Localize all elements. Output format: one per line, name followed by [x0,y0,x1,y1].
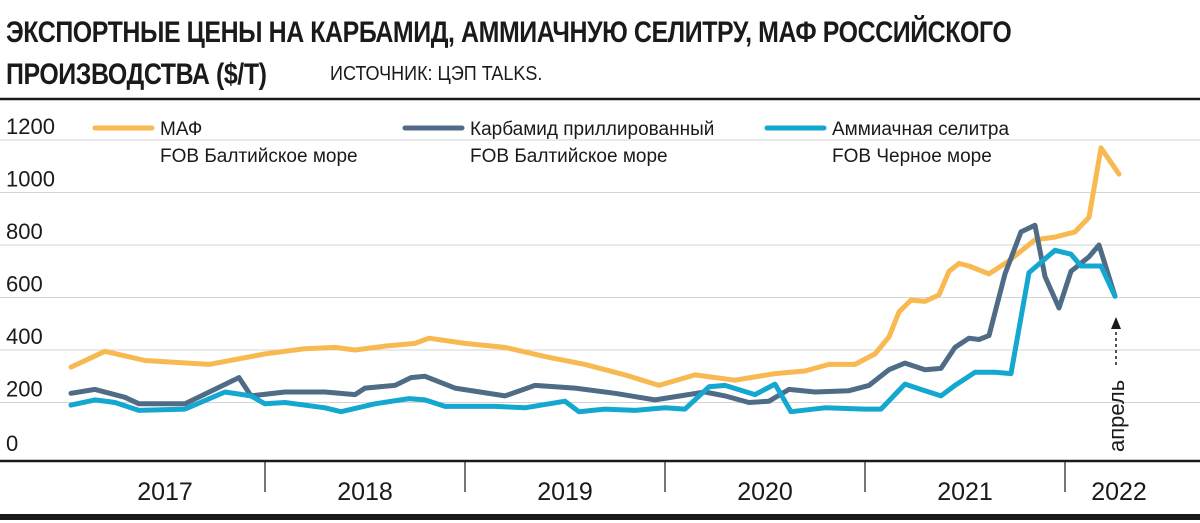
series-line-1 [68,222,1118,407]
y-tick-label: 200 [6,377,43,402]
series-lines [68,145,1122,415]
chart-source: ИСТОЧНИК: ЦЭП TALKS. [330,63,543,85]
legend-sublabel-0: FOB Балтийское море [160,146,358,167]
x-tick-label-2022: 2022 [1091,478,1147,506]
y-tick-label: 0 [6,431,18,456]
x-tick-label-2020: 2020 [737,478,793,506]
y-tick-label: 1200 [6,114,55,139]
legend-label-0: МАФ [160,119,202,140]
annotation-label: апрель [1104,380,1129,452]
x-tick-label-2017: 2017 [137,478,193,506]
chart-title-line2: ПРОИЗВОДСТВА ($/Т) [6,58,267,91]
y-tick-label: 1000 [6,167,55,192]
y-tick-labels: 1200 1000 800 600 400 200 0 [6,114,55,456]
legend-sublabel-1: FOB Балтийское море [470,146,668,167]
series-line-2 [68,247,1118,415]
x-tick-label-2018: 2018 [337,478,393,506]
legend-sublabel-2: FOB Черное море [832,146,992,167]
legend-label-1: Карбамид приллированный [470,119,714,140]
x-tick-label-2021: 2021 [937,478,993,506]
x-axis: 2017 2018 2019 2020 2021 2022 [137,461,1147,506]
y-tick-label: 400 [6,324,43,349]
chart-title-line1: ЭКСПОРТНЫЕ ЦЕНЫ НА КАРБАМИД, АММИАЧНУЮ С… [6,16,1012,49]
series-line-0 [68,145,1122,388]
y-tick-label: 600 [6,272,43,297]
legend: МАФ FOB Балтийское море Карбамид приллиров… [92,119,1009,167]
annotation: апрель [1104,317,1129,452]
y-tick-label: 800 [6,219,43,244]
annotation-arrow-head [1111,317,1121,329]
gridlines [0,139,1200,403]
x-tick-label-2019: 2019 [537,478,593,506]
legend-label-2: Аммиачная селитра [832,119,1009,140]
